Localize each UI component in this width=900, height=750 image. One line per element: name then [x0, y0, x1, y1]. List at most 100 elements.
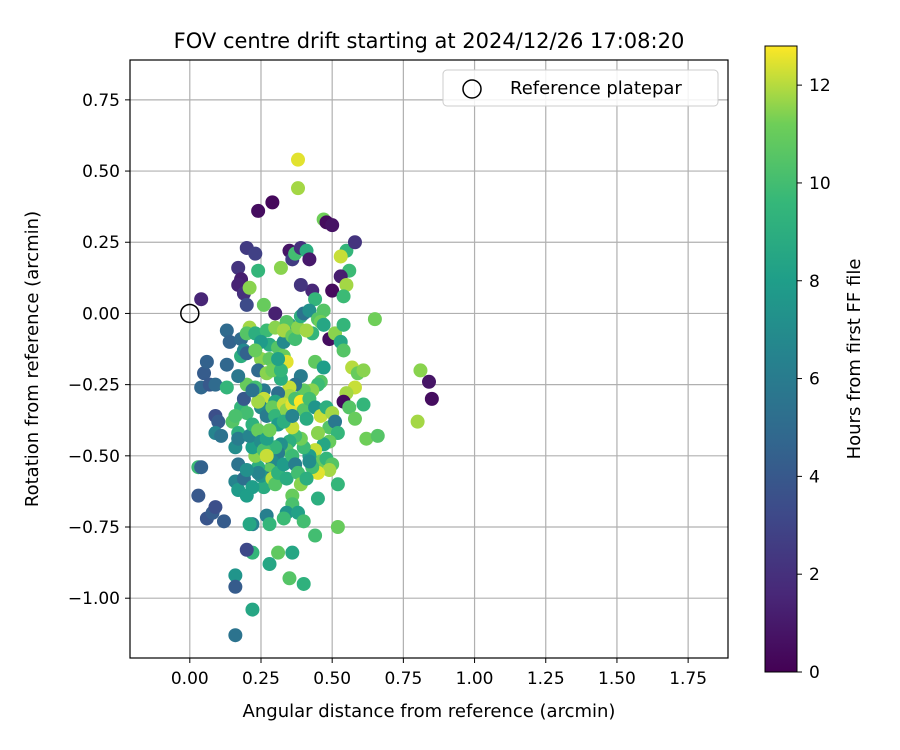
y-tick-label: 0.00 — [82, 304, 120, 324]
data-point — [279, 471, 294, 486]
data-points — [191, 152, 439, 643]
colorbar-tick-label: 10 — [809, 174, 831, 194]
data-point — [236, 391, 251, 406]
data-point — [199, 354, 214, 369]
x-tick-label: 0.25 — [242, 669, 280, 689]
data-point — [228, 628, 243, 643]
data-point — [336, 289, 351, 304]
data-point — [251, 263, 266, 278]
colorbar-tick-label: 8 — [809, 272, 820, 292]
legend: Reference platepar — [442, 69, 719, 107]
data-point — [245, 602, 260, 617]
data-point — [231, 369, 246, 384]
data-point — [276, 457, 291, 472]
data-point — [370, 428, 385, 443]
data-point — [239, 297, 254, 312]
data-point — [422, 374, 436, 389]
data-point — [367, 312, 382, 327]
data-point — [299, 323, 314, 338]
data-point — [228, 408, 243, 423]
y-axis-label: Rotation from reference (arcmin) — [22, 211, 43, 507]
data-point — [268, 440, 283, 455]
data-point — [242, 517, 257, 532]
data-point — [285, 545, 300, 560]
data-point — [268, 306, 283, 321]
data-point — [228, 579, 243, 594]
data-point — [336, 317, 351, 332]
grid-lines — [130, 60, 728, 658]
y-tick-label: 0.50 — [82, 162, 120, 182]
x-tick-label: 1.50 — [598, 669, 636, 689]
data-point — [273, 363, 288, 378]
data-point — [316, 317, 331, 332]
colorbar-label: Hours from first FF file — [844, 259, 865, 460]
y-tick-label: 0.25 — [82, 233, 120, 253]
data-point — [242, 280, 257, 295]
data-point — [239, 406, 254, 421]
data-point — [219, 380, 234, 395]
data-point — [265, 195, 280, 210]
data-point — [211, 414, 226, 429]
data-point — [322, 463, 337, 478]
data-point — [308, 528, 323, 543]
data-point — [325, 283, 340, 298]
data-point — [410, 414, 425, 429]
x-tick-label: 1.00 — [456, 669, 494, 689]
x-tick-label: 0.50 — [313, 669, 351, 689]
data-point — [251, 465, 266, 480]
data-point — [216, 514, 231, 529]
data-point — [239, 463, 254, 478]
y-tick-label: −0.25 — [68, 376, 120, 396]
data-point — [231, 431, 246, 446]
data-point — [330, 426, 345, 441]
data-point — [336, 343, 351, 358]
data-point — [308, 292, 323, 307]
colorbar — [764, 45, 798, 673]
data-point — [359, 431, 374, 446]
plot-frame — [129, 59, 729, 659]
reference-platepar-marker — [180, 303, 200, 324]
x-tick-label: 0.00 — [171, 669, 209, 689]
data-point — [194, 292, 209, 307]
data-point — [208, 377, 223, 392]
data-point — [347, 235, 362, 250]
data-point — [339, 277, 354, 292]
data-point — [296, 576, 311, 591]
data-point — [256, 480, 271, 495]
data-point — [293, 277, 308, 292]
colorbar-tick-label: 0 — [809, 663, 820, 683]
data-point — [262, 517, 277, 532]
chart-title: FOV centre drift starting at 2024/12/26 … — [174, 29, 685, 53]
data-point — [219, 323, 234, 338]
data-point — [299, 411, 314, 426]
y-tick-label: −1.00 — [68, 589, 120, 609]
data-point — [251, 423, 266, 438]
data-point — [299, 471, 314, 486]
x-tick-label: 1.25 — [527, 669, 565, 689]
y-tick-label: 0.75 — [82, 91, 120, 111]
data-point — [325, 218, 340, 233]
data-point — [276, 511, 291, 526]
data-point — [191, 488, 206, 503]
data-point — [333, 249, 348, 264]
data-point — [285, 408, 300, 423]
data-point — [282, 571, 297, 586]
legend-label: Reference platepar — [510, 78, 682, 99]
data-point — [248, 343, 263, 358]
data-point — [228, 568, 243, 583]
data-point — [271, 352, 286, 366]
data-point — [310, 491, 325, 506]
y-axis-ticks: 0.75 0.50 0.25 0.00 −0.25 −0.50 −0.75 −1.00 — [68, 91, 130, 609]
data-point — [424, 391, 439, 406]
data-point — [251, 203, 266, 218]
x-tick-label: 1.75 — [669, 669, 707, 689]
data-point — [251, 394, 266, 409]
x-axis-label: Angular distance from reference (arcmin) — [243, 701, 616, 722]
data-point — [268, 477, 283, 492]
data-point — [291, 181, 306, 196]
data-point — [262, 557, 277, 572]
data-point — [310, 426, 325, 441]
data-point — [245, 383, 260, 398]
data-point — [288, 332, 303, 347]
data-point — [219, 357, 234, 372]
